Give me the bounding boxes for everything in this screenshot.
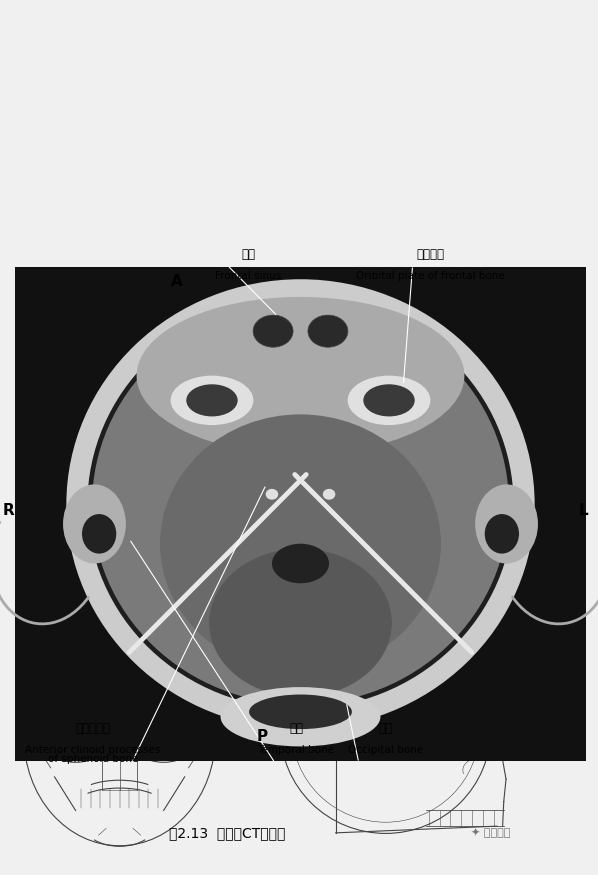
Text: Oribital plate of frontal bone: Oribital plate of frontal bone <box>356 271 505 281</box>
Ellipse shape <box>82 514 116 554</box>
Ellipse shape <box>63 485 126 564</box>
Text: L: L <box>578 502 588 518</box>
Ellipse shape <box>485 514 519 554</box>
Text: Occipital bone: Occipital bone <box>348 745 423 754</box>
Ellipse shape <box>308 315 348 347</box>
Ellipse shape <box>160 415 441 673</box>
Ellipse shape <box>266 489 278 500</box>
Text: A: A <box>170 274 182 290</box>
Ellipse shape <box>364 384 414 416</box>
Text: Temporal bone: Temporal bone <box>258 745 334 754</box>
Text: 枕骨: 枕骨 <box>379 722 393 735</box>
Text: P: P <box>257 729 267 745</box>
Ellipse shape <box>209 549 392 697</box>
Ellipse shape <box>87 299 514 709</box>
Ellipse shape <box>92 304 509 704</box>
Text: Frontal sinus: Frontal sinus <box>215 271 281 281</box>
Text: Anterior clinoid processes: Anterior clinoid processes <box>25 745 160 754</box>
Text: 蝶骨前床突: 蝶骨前床突 <box>75 722 110 735</box>
Bar <box>15 267 586 761</box>
Text: 顳骨: 顳骨 <box>289 722 303 735</box>
Ellipse shape <box>221 687 380 746</box>
Text: 額竇: 額竇 <box>241 248 255 261</box>
Ellipse shape <box>253 315 293 347</box>
Ellipse shape <box>66 279 535 729</box>
Text: of sphenoid bone: of sphenoid bone <box>47 754 138 764</box>
Ellipse shape <box>170 375 254 425</box>
Ellipse shape <box>249 695 352 729</box>
Ellipse shape <box>347 375 431 425</box>
Text: 額骨眶板: 額骨眶板 <box>417 248 444 261</box>
Ellipse shape <box>272 543 329 584</box>
Ellipse shape <box>475 485 538 564</box>
Ellipse shape <box>136 297 465 454</box>
Ellipse shape <box>323 489 335 500</box>
Text: ✦ 熊猫放射: ✦ 熊猫放射 <box>471 828 510 838</box>
Text: 图2.13  眶板，CT，轴位: 图2.13 眶板，CT，轴位 <box>169 826 285 840</box>
Text: R: R <box>3 502 15 518</box>
Ellipse shape <box>187 384 237 416</box>
